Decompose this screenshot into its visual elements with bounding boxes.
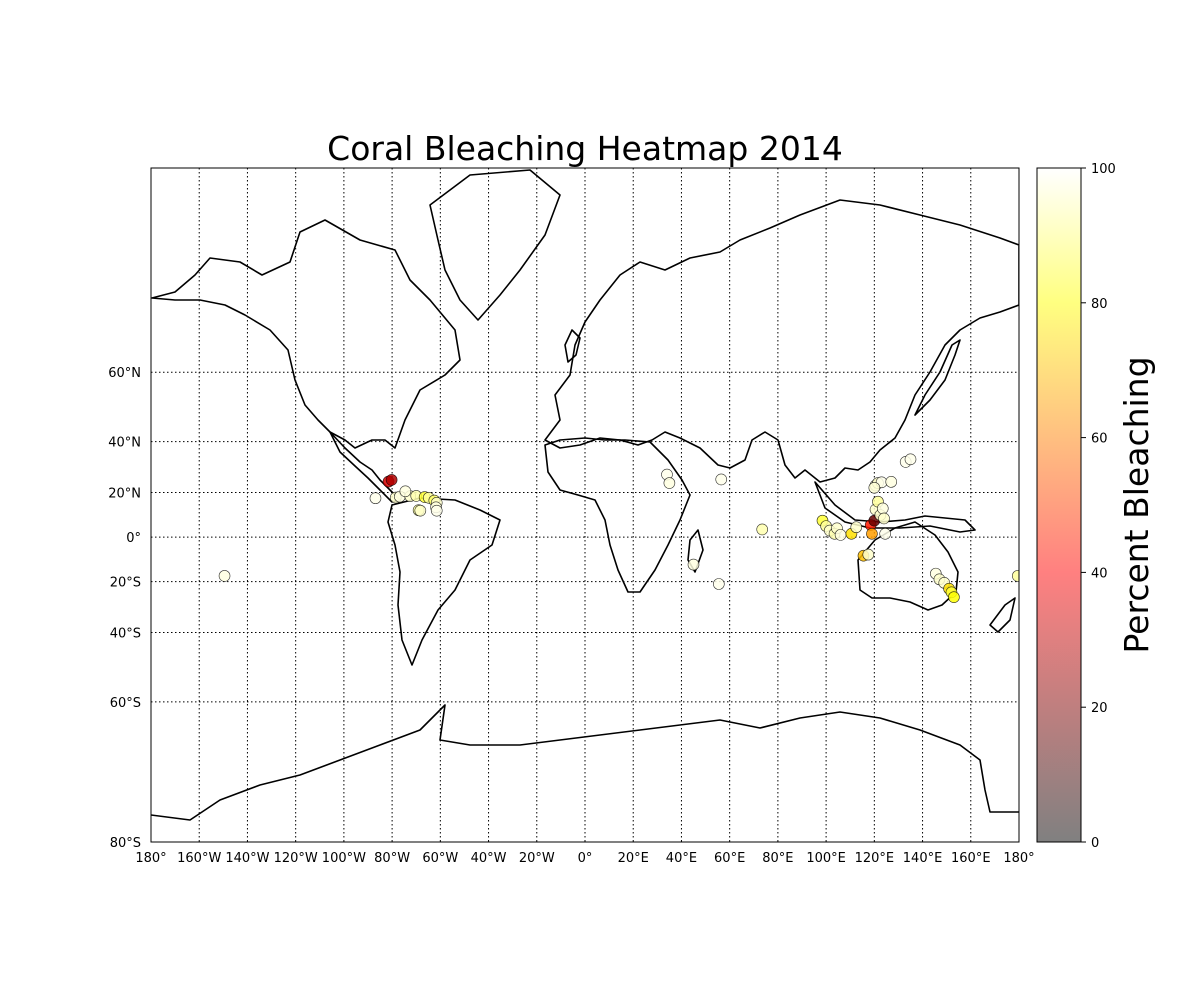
bleaching-point (756, 523, 769, 536)
latitude-tick-label: 20°N (108, 486, 141, 501)
japan-coastline (914, 339, 961, 416)
bleaching-point (399, 485, 412, 498)
south-america-coastline (387, 497, 501, 666)
longitude-labels: 180° 160°W 140°W 120°W 100°W 80°W 60°W 40°W 20°W… (135, 851, 1034, 866)
bleaching-point (430, 504, 443, 517)
antarctica-coastline (151, 704, 1019, 821)
longitude-tick-label: 120°E (855, 851, 895, 866)
bleaching-point (663, 477, 676, 489)
longitude-tick-label: 80°W (374, 851, 410, 866)
colorbar-tick-label: 20 (1091, 701, 1108, 716)
longitude-tick-label: 160°W (177, 851, 221, 866)
longitude-tick-label: 40°E (666, 851, 697, 866)
bleaching-point (862, 548, 875, 561)
bleaching-point (713, 578, 725, 590)
latitude-tick-label: 60°N (108, 366, 141, 381)
bleaching-point (850, 521, 863, 534)
bleaching-point (218, 570, 231, 582)
europe-asia-coastline (544, 199, 1019, 483)
bleaching-point (414, 504, 427, 517)
longitude-tick-label: 160°E (951, 851, 991, 866)
bleaching-point (834, 529, 847, 541)
colorbar-tick-label: 100 (1091, 162, 1116, 177)
bleaching-point (948, 591, 960, 603)
north-america-coastline (151, 219, 461, 449)
bleaching-point (687, 558, 700, 571)
longitude-tick-label: 180° (135, 851, 166, 866)
land-outlines (151, 169, 1019, 821)
longitude-tick-label: 60°W (422, 851, 458, 866)
bleaching-point (879, 527, 891, 540)
colorbar-ticks: 0 20 40 60 80 100 (1081, 162, 1116, 851)
longitude-tick-label: 140°W (225, 851, 269, 866)
bleaching-point (1011, 570, 1019, 582)
africa-coastline (544, 437, 691, 593)
bleaching-point (904, 453, 917, 466)
bleaching-point (876, 502, 889, 515)
bleaching-point (369, 492, 382, 505)
longitude-tick-label: 80°E (762, 851, 793, 866)
latitude-tick-label: 0° (126, 531, 141, 546)
colorbar-tick-label: 60 (1091, 432, 1108, 447)
longitude-tick-label: 40°W (471, 851, 507, 866)
bleaching-point (885, 476, 898, 488)
latitude-tick-label: 20°S (110, 576, 141, 591)
longitude-tick-label: 60°E (714, 851, 745, 866)
latitude-tick-label: 40°N (108, 436, 141, 451)
map-frame (150, 167, 1020, 843)
bleaching-point (878, 512, 890, 525)
colorbar-tick-label: 0 (1091, 836, 1099, 851)
colorbar-tick-label: 40 (1091, 566, 1108, 581)
madagascar-coastline (687, 529, 704, 573)
new-zealand-coastline (989, 597, 1016, 633)
latitude-labels: 60°N 40°N 20°N 0° 20°S 40°S 60°S 80°S (108, 366, 141, 851)
colorbar-gradient (1036, 167, 1082, 843)
longitude-tick-label: 180° (1003, 851, 1034, 866)
bleaching-point (866, 527, 878, 540)
longitude-tick-label: 20°W (519, 851, 555, 866)
latitude-tick-label: 80°S (110, 836, 141, 851)
longitude-tick-label: 100°E (806, 851, 846, 866)
colorbar-label: Percent Bleaching (1117, 356, 1156, 653)
longitude-tick-label: 20°E (618, 851, 649, 866)
uk-coastline (564, 329, 581, 363)
latitude-tick-label: 40°S (110, 627, 141, 642)
colorbar: 0 20 40 60 80 100 Percent Bleaching (1036, 162, 1156, 851)
latitude-tick-label: 60°S (110, 696, 141, 711)
longitude-tick-label: 140°E (903, 851, 943, 866)
graticule (151, 168, 1019, 842)
chart-title: Coral Bleaching Heatmap 2014 (327, 129, 843, 168)
map-plot-area (151, 168, 1019, 842)
longitude-tick-label: 100°W (322, 851, 366, 866)
longitude-tick-label: 0° (578, 851, 593, 866)
greenland-coastline (429, 169, 561, 321)
bleaching-point (715, 473, 728, 486)
colorbar-tick-label: 80 (1091, 297, 1108, 312)
bleaching-point (868, 481, 881, 494)
bleaching-points (218, 453, 1019, 603)
longitude-tick-label: 120°W (274, 851, 318, 866)
bleaching-point (385, 474, 398, 486)
